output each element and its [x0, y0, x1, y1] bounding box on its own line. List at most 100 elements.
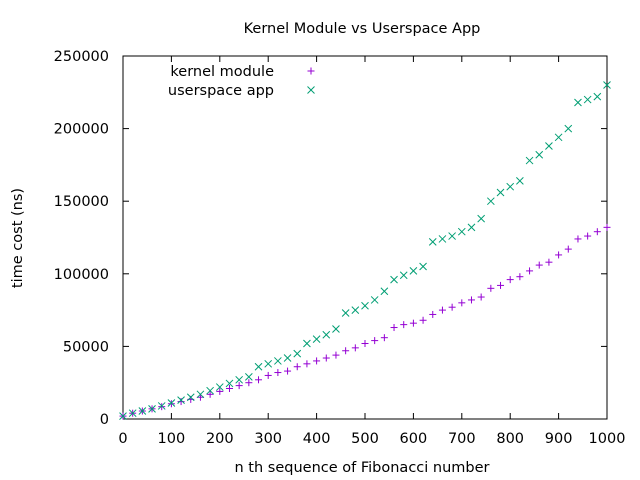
data-point [506, 276, 514, 284]
data-point [371, 337, 379, 345]
data-point [584, 232, 592, 240]
data-point [119, 412, 127, 420]
y-tick-label: 0 [100, 412, 109, 428]
data-point [438, 235, 447, 243]
data-point [516, 177, 524, 185]
data-point [351, 344, 359, 352]
tick-labels: 0 100 200 300 400 500 600 700 800 900 1000 0 50000 10… [54, 49, 626, 447]
y-tick-label: 250000 [54, 49, 109, 65]
data-point [457, 227, 466, 236]
legend-label-kernel-module: kernel module [170, 64, 274, 80]
x-tick-label: 1000 [589, 431, 626, 447]
data-point [216, 387, 224, 395]
legend: kernel module userspace app [168, 64, 315, 99]
data-point [255, 376, 263, 384]
data-point [245, 379, 253, 387]
x-tick-label: 800 [496, 431, 524, 447]
data-point [526, 267, 534, 275]
data-point [380, 334, 388, 342]
y-tick-label: 100000 [54, 267, 109, 283]
data-point [603, 81, 611, 89]
data-point [177, 396, 185, 404]
legend-key-userspace-app [307, 86, 315, 94]
series-userspace-app [119, 81, 611, 420]
data-point [486, 197, 495, 206]
data-point [293, 349, 302, 358]
data-point [303, 339, 311, 348]
data-point [409, 319, 417, 327]
data-point [603, 223, 611, 231]
data-point [390, 275, 398, 284]
data-point [196, 390, 205, 399]
y-axis-label: time cost (ns) [10, 188, 26, 288]
data-point [419, 316, 427, 324]
data-point [332, 325, 340, 333]
data-point [313, 357, 321, 365]
data-point [477, 293, 485, 301]
data-point [583, 95, 592, 104]
data-point [525, 156, 534, 165]
data-point [535, 150, 544, 159]
data-point [283, 354, 292, 362]
data-point [274, 369, 282, 377]
data-point [332, 351, 340, 359]
data-point [361, 301, 369, 310]
data-point [206, 386, 214, 395]
legend-marker [307, 86, 315, 94]
data-point [535, 261, 543, 269]
data-point [554, 133, 563, 142]
plot-frame [122, 55, 608, 420]
x-tick-label: 300 [254, 431, 282, 447]
data-point [487, 284, 495, 292]
data-point [496, 188, 505, 197]
data-point [206, 390, 214, 398]
series-kernel-module [119, 223, 611, 420]
data-point [593, 92, 602, 101]
data-point [506, 182, 515, 191]
data-point [293, 363, 301, 371]
data-point [312, 335, 321, 343]
data-point [380, 287, 389, 296]
data-point [322, 330, 331, 339]
tick-marks [122, 55, 608, 420]
data-point [448, 232, 456, 240]
legend-label-userspace-app: userspace app [168, 83, 274, 99]
data-point [264, 359, 273, 368]
data-point [516, 273, 524, 281]
data-point [158, 403, 166, 411]
data-point [370, 296, 379, 304]
data-point [564, 124, 573, 133]
data-point [264, 371, 272, 379]
data-point [409, 267, 418, 275]
data-point [429, 310, 437, 318]
x-tick-label: 500 [351, 431, 379, 447]
data-point [235, 375, 244, 384]
data-point [274, 357, 282, 365]
data-point [215, 383, 224, 391]
data-point [157, 402, 166, 410]
x-tick-label: 400 [303, 431, 331, 447]
y-tick-label: 150000 [54, 194, 109, 210]
x-axis-label: n th sequence of Fibonacci number [235, 460, 490, 476]
data-point [177, 398, 185, 406]
data-point [361, 339, 369, 347]
legend-key-kernel-module [307, 67, 315, 75]
legend-marker [307, 67, 315, 75]
data-point [545, 142, 553, 150]
data-point [128, 409, 137, 418]
data-point [467, 296, 475, 304]
data-point [186, 393, 195, 402]
data-point [458, 299, 466, 307]
data-point [545, 258, 553, 266]
data-point [399, 271, 408, 280]
x-tick-label: 200 [206, 431, 234, 447]
data-point [341, 309, 350, 317]
data-point [574, 98, 582, 107]
data-point [225, 385, 233, 393]
data-point [225, 379, 234, 388]
data-point [351, 306, 360, 314]
x-tick-label: 0 [118, 431, 127, 447]
chart-title: Kernel Module vs Userspace App [244, 21, 481, 37]
data-point [342, 347, 350, 355]
